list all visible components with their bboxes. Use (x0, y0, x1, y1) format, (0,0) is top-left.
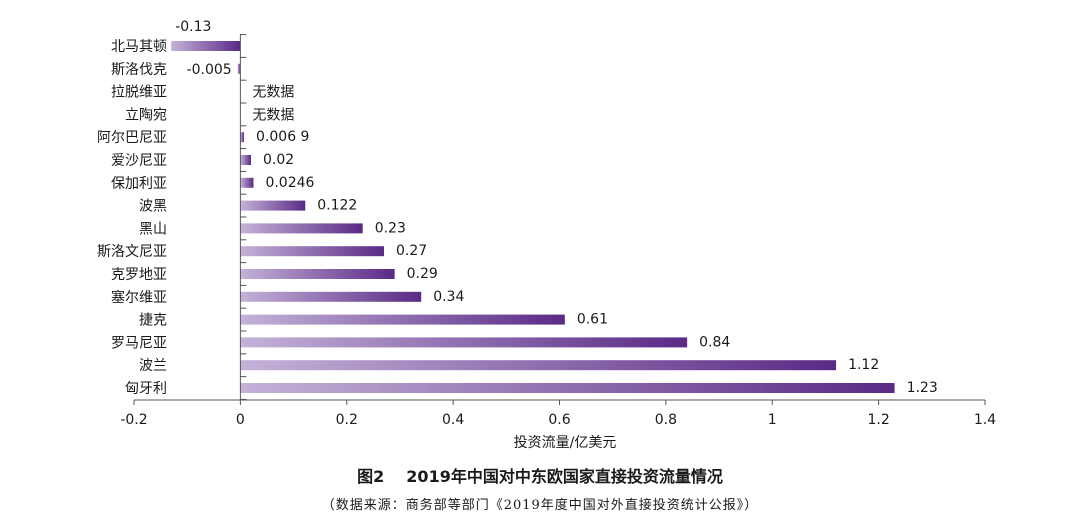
bar (240, 223, 363, 234)
data-label: 0.29 (407, 266, 438, 282)
data-label: -0.005 (187, 62, 232, 78)
data-label: 0.23 (375, 220, 406, 236)
data-label: 0.006 9 (256, 129, 309, 145)
category-label: 黑山 (139, 221, 167, 237)
figure-number: 图2 (357, 467, 385, 486)
x-tick-label: 0.8 (655, 412, 677, 428)
data-label: 0.84 (699, 334, 730, 350)
category-label: 波兰 (139, 358, 167, 374)
bar (240, 155, 252, 165)
bar (240, 246, 384, 257)
category-label: 保加利亚 (111, 176, 167, 192)
category-label: 斯洛伐克 (111, 62, 167, 78)
bar (240, 177, 254, 188)
figure-title: 图2 2019年中国对中东欧国家直接投资流量情况 (0, 463, 1080, 487)
data-label: -0.13 (175, 19, 211, 35)
x-tick-label: 1 (768, 412, 777, 428)
bar (240, 269, 395, 279)
figure-title-text: 2019年中国对中东欧国家直接投资流量情况 (406, 467, 723, 486)
x-tick-label: 0.4 (442, 412, 464, 428)
x-tick-label: 0.6 (548, 412, 570, 428)
data-label: 无数据 (252, 107, 294, 123)
category-label: 爱沙尼亚 (111, 153, 167, 169)
data-label: 无数据 (252, 85, 294, 101)
data-label: 0.02 (263, 152, 294, 168)
x-tick-label: 0.2 (336, 412, 358, 428)
bar (240, 383, 895, 393)
bar (240, 200, 306, 211)
x-tick-label: 0 (236, 412, 245, 428)
category-label: 罗马尼亚 (111, 335, 167, 351)
bar (240, 360, 837, 371)
category-label: 北马其顿 (111, 39, 167, 55)
category-label: 立陶宛 (125, 107, 167, 123)
data-label: 1.12 (848, 357, 879, 373)
x-tick-label: 1.2 (867, 412, 889, 428)
bar (240, 314, 565, 325)
figure-source: （数据来源：商务部等部门《2019年度中国对外直接投资统计公报》） (321, 498, 759, 513)
data-label: 0.61 (577, 312, 608, 328)
bar (237, 63, 241, 74)
category-label: 阿尔巴尼亚 (97, 130, 167, 146)
category-label: 塞尔维亚 (111, 289, 167, 306)
x-axis-title: 投资流量/亿美元 (514, 435, 617, 451)
category-label: 匈牙利 (125, 381, 167, 397)
category-label: 波黑 (139, 199, 167, 215)
x-tick-label: 1.4 (974, 412, 996, 428)
data-label: 0.122 (317, 198, 357, 214)
data-label: 0.0246 (265, 175, 314, 191)
data-label: 0.34 (433, 289, 464, 305)
bar (240, 337, 688, 348)
category-label: 拉脱维亚 (111, 85, 167, 101)
bar (240, 291, 422, 302)
x-tick-label: -0.2 (120, 412, 147, 428)
data-label: 1.23 (907, 380, 938, 396)
category-label: 克罗地亚 (111, 267, 167, 283)
category-label: 斯洛文尼亚 (97, 244, 167, 260)
bar (171, 41, 241, 51)
bar (240, 132, 245, 143)
data-label: 0.27 (396, 243, 427, 259)
category-label: 捷克 (139, 313, 167, 329)
